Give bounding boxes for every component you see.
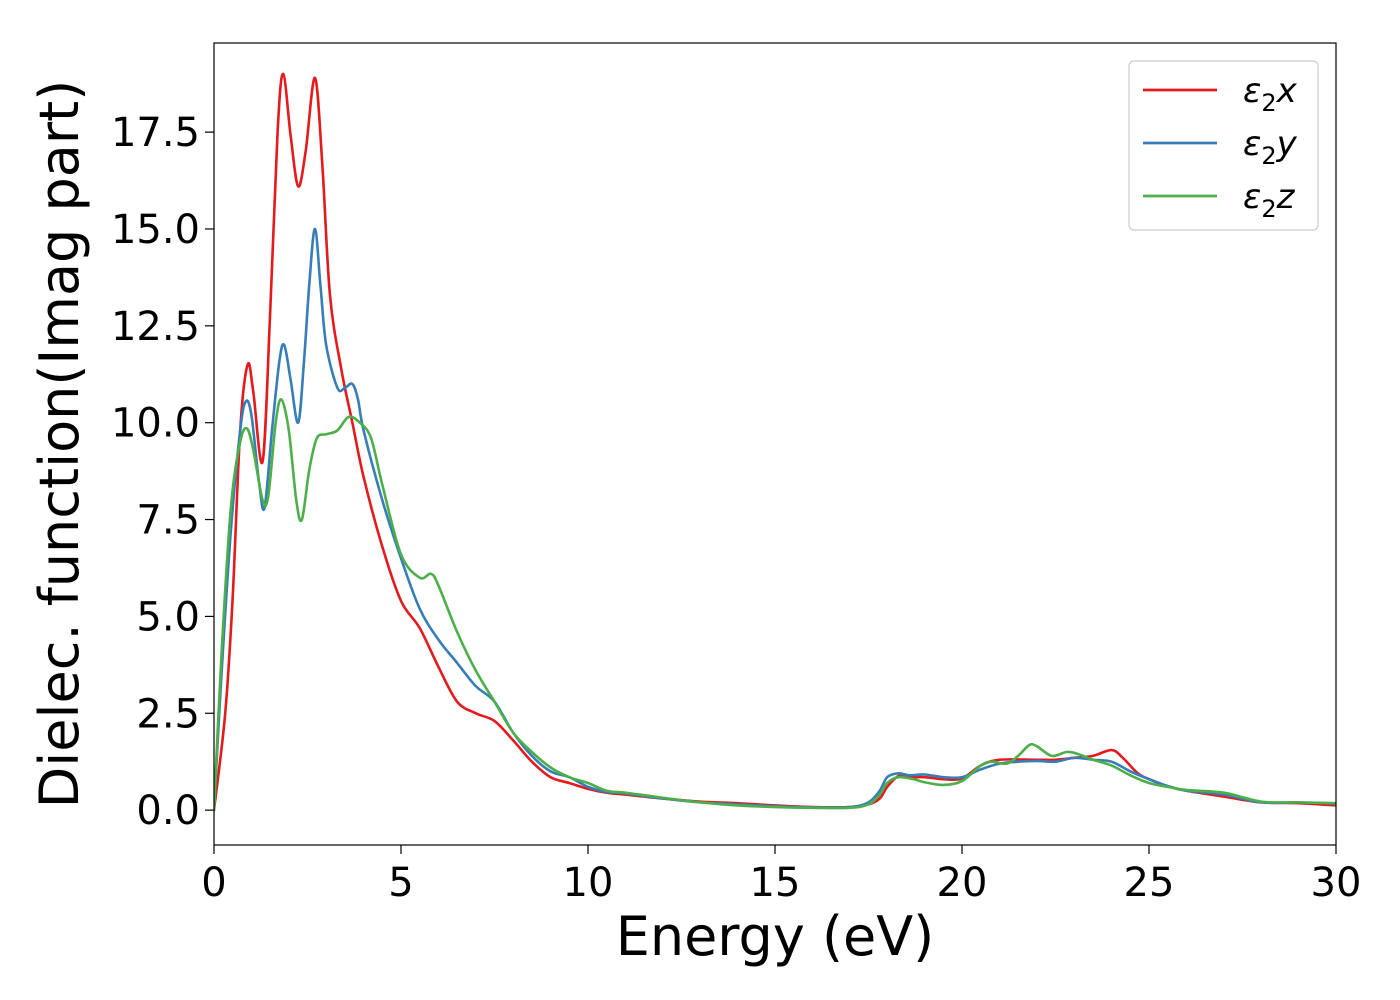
x-tick-label: 30 [1311, 860, 1362, 906]
series-line-z [214, 398, 1336, 812]
y-tick-label: 2.5 [136, 691, 200, 737]
series-layer [214, 72, 1336, 812]
y-tick-label: 5.0 [136, 594, 200, 640]
x-tick-label: 5 [388, 860, 413, 906]
legend-box [1128, 60, 1319, 231]
x-tick-label: 20 [937, 860, 988, 906]
legend-label: ε2y [1243, 124, 1298, 170]
y-tick-label: 10.0 [111, 401, 200, 447]
x-tick-label: 15 [750, 860, 801, 906]
legend: ε2x ε2y ε2z [1128, 60, 1319, 231]
y-tick-label: 12.5 [111, 304, 200, 350]
y-tick-label: 15.0 [111, 207, 200, 253]
series-line-y [214, 227, 1336, 812]
y-tick-label: 7.5 [136, 498, 200, 544]
legend-label: ε2z [1243, 177, 1296, 223]
x-axis-label: Energy (eV) [616, 905, 935, 968]
legend-label: ε2x [1243, 71, 1298, 117]
x-tick-label: 0 [201, 860, 226, 906]
x-axis: 0 5 10 15 20 25 30 [201, 845, 1361, 906]
y-axis-label: Dielec. function(Imag part) [28, 80, 91, 809]
x-tick-label: 10 [563, 860, 614, 906]
y-tick-label: 0.0 [136, 788, 200, 834]
legend-item-x: ε2x [1143, 71, 1298, 117]
y-tick-label: 17.5 [111, 110, 200, 156]
legend-item-y: ε2y [1143, 124, 1298, 170]
y-axis: 0.0 2.5 5.0 7.5 10.0 12.5 15.0 17.5 [111, 110, 214, 834]
x-tick-label: 25 [1124, 860, 1175, 906]
legend-item-z: ε2z [1143, 177, 1296, 223]
